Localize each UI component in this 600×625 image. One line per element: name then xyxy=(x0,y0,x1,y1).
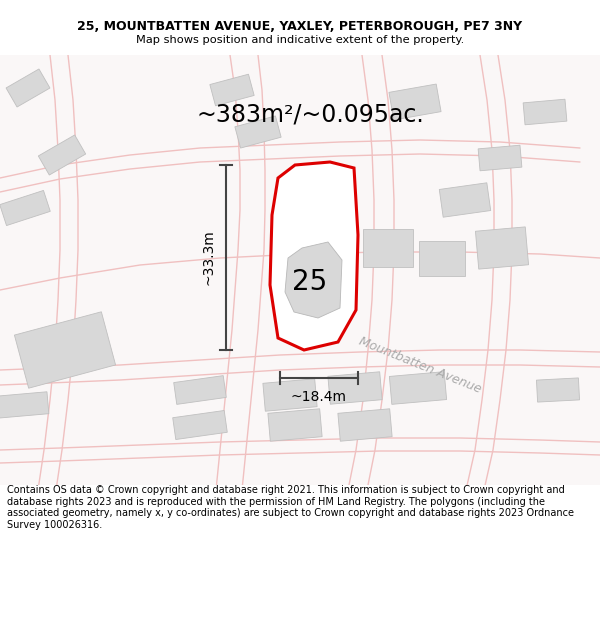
Text: 25, MOUNTBATTEN AVENUE, YAXLEY, PETERBOROUGH, PE7 3NY: 25, MOUNTBATTEN AVENUE, YAXLEY, PETERBOR… xyxy=(77,21,523,33)
FancyBboxPatch shape xyxy=(0,191,50,226)
FancyBboxPatch shape xyxy=(210,74,254,106)
Polygon shape xyxy=(285,242,342,318)
FancyBboxPatch shape xyxy=(263,379,317,411)
FancyBboxPatch shape xyxy=(328,372,382,404)
FancyBboxPatch shape xyxy=(478,145,522,171)
FancyBboxPatch shape xyxy=(536,378,580,402)
FancyBboxPatch shape xyxy=(389,372,446,404)
FancyBboxPatch shape xyxy=(389,84,441,120)
FancyBboxPatch shape xyxy=(338,409,392,441)
FancyBboxPatch shape xyxy=(268,409,322,441)
FancyBboxPatch shape xyxy=(0,392,49,418)
FancyBboxPatch shape xyxy=(174,376,226,404)
FancyBboxPatch shape xyxy=(523,99,567,125)
Text: ~383m²/~0.095ac.: ~383m²/~0.095ac. xyxy=(196,103,424,127)
FancyBboxPatch shape xyxy=(363,229,413,267)
FancyBboxPatch shape xyxy=(439,182,491,218)
Text: 25: 25 xyxy=(292,268,328,296)
Polygon shape xyxy=(270,162,358,350)
FancyBboxPatch shape xyxy=(14,312,116,388)
FancyBboxPatch shape xyxy=(235,116,281,148)
Text: Map shows position and indicative extent of the property.: Map shows position and indicative extent… xyxy=(136,35,464,45)
Text: ~33.3m: ~33.3m xyxy=(202,229,216,286)
FancyBboxPatch shape xyxy=(475,227,529,269)
FancyBboxPatch shape xyxy=(419,241,465,276)
Text: Contains OS data © Crown copyright and database right 2021. This information is : Contains OS data © Crown copyright and d… xyxy=(7,485,574,530)
FancyBboxPatch shape xyxy=(6,69,50,107)
FancyBboxPatch shape xyxy=(38,135,86,175)
Text: Mountbatten Avenue: Mountbatten Avenue xyxy=(357,334,483,396)
FancyBboxPatch shape xyxy=(173,411,227,439)
Text: ~18.4m: ~18.4m xyxy=(291,390,347,404)
